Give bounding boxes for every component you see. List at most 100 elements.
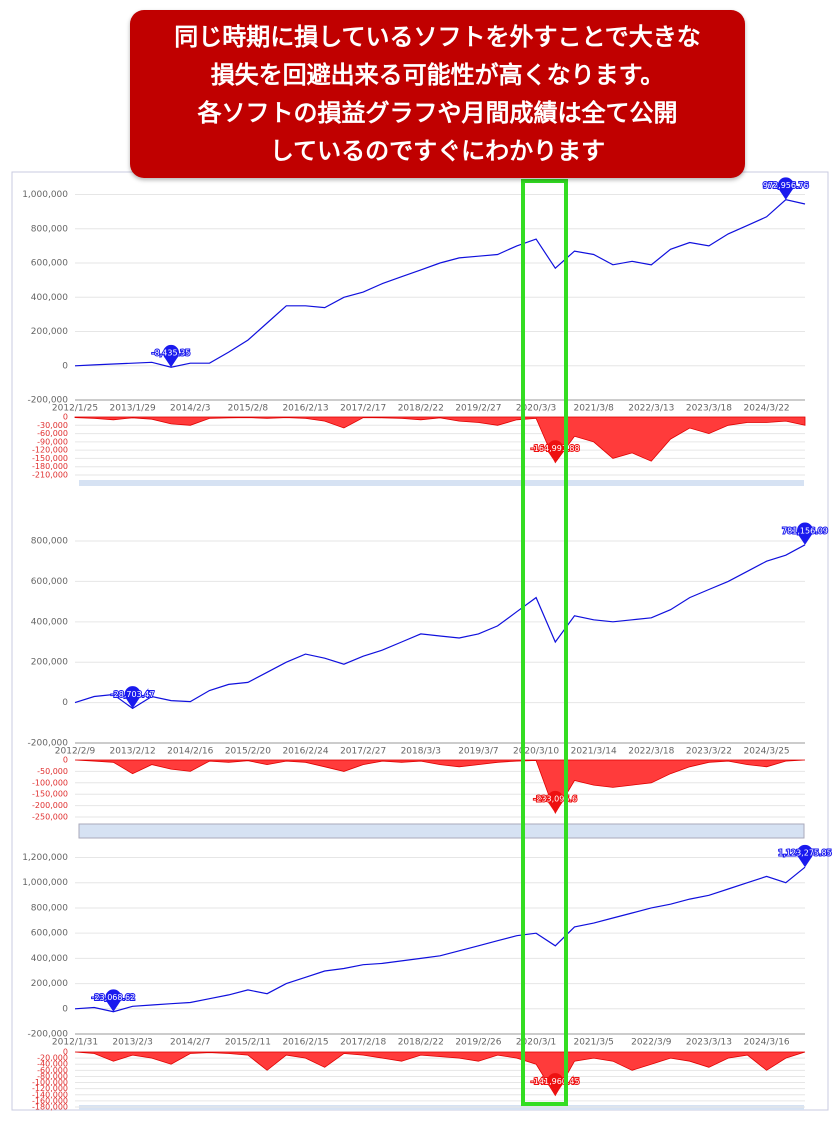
banner-line: 各ソフトの損益グラフや月間成績は全て公開 — [197, 99, 678, 127]
y-tick-label: -100,000 — [32, 778, 68, 787]
equity-line — [74, 199, 806, 368]
marker-pin — [547, 1073, 564, 1096]
x-tick-label: 2015/2/11 — [225, 1038, 271, 1048]
x-tick-label: 2020/3/1 — [516, 1038, 556, 1048]
plots: -200,000 0 200,000 400,000 600,000 800,000 1,0… — [22, 177, 833, 1112]
x-tick-label: 2024/3/16 — [744, 1038, 790, 1048]
banner-line: 損失を回避出来る可能性が高くなります。 — [210, 61, 665, 89]
marker-label: -8,435.35 — [152, 349, 191, 358]
y-tick-label: -50,000 — [37, 767, 68, 776]
marker-label: 1,123,275.85 — [778, 849, 831, 858]
equity-line — [74, 544, 806, 710]
x-tick-label: 2019/2/26 — [455, 1038, 501, 1048]
y-tick-label: -90,000 — [37, 437, 68, 446]
y-tick-label: -210,000 — [32, 471, 68, 480]
y-tick-label: 400,000 — [31, 293, 68, 303]
marker-pin — [124, 686, 141, 709]
y-tick-label: -140,000 — [32, 1090, 68, 1099]
x-tick-label: 2017/2/17 — [340, 404, 386, 414]
y-tick-label: 0 — [62, 1004, 68, 1014]
marker-pin — [547, 790, 564, 814]
y-tick-label: -120,000 — [32, 1084, 68, 1093]
x-tick-label: 2022/3/9 — [631, 1038, 672, 1048]
y-tick-label: -200,000 — [32, 801, 68, 810]
marker-label: -141,960.45 — [531, 1077, 580, 1086]
marker-pin — [105, 989, 122, 1012]
drawdown-area — [74, 1051, 806, 1097]
x-tick-label: 2013/1/29 — [110, 404, 156, 414]
x-tick-label: 2018/2/22 — [398, 404, 444, 414]
y-tick-label: -200,000 — [28, 396, 69, 406]
banner: 同じ時期に損しているソフトを外すことで大きな 損失を回避出来る可能性が高くなりま… — [130, 10, 745, 178]
y-tick-label: -20,000 — [37, 1054, 68, 1063]
scrollbar — [79, 480, 804, 486]
y-tick-label: 1,200,000 — [22, 853, 68, 863]
x-tick-label: 2012/2/9 — [55, 747, 96, 757]
y-tick-label: 400,000 — [31, 617, 68, 627]
y-tick-label: -40,000 — [37, 1060, 68, 1069]
x-tick-label: 2018/2/22 — [398, 1038, 444, 1048]
x-tick-label: 2015/2/20 — [225, 747, 271, 757]
x-tick-label: 2014/2/16 — [167, 747, 213, 757]
y-tick-label: 1,000,000 — [22, 190, 68, 200]
drawdown-area — [74, 759, 806, 815]
y-tick-label: -180,000 — [32, 1103, 68, 1112]
marker-label: -233,095.6 — [533, 795, 577, 804]
marker-pin — [547, 440, 564, 463]
x-tick-label: 2012/1/25 — [52, 404, 98, 414]
y-tick-label: 800,000 — [31, 903, 68, 913]
x-tick-label: 2019/3/7 — [458, 747, 498, 757]
y-tick-label: 400,000 — [31, 954, 68, 964]
x-tick-label: 2020/3/10 — [513, 747, 559, 757]
x-tick-label: 2016/2/13 — [282, 404, 328, 414]
x-tick-label: 2021/3/14 — [571, 747, 617, 757]
marker-pin — [796, 844, 813, 868]
marker-label: -28,703.47 — [111, 690, 155, 699]
y-tick-label: 0 — [63, 756, 68, 765]
x-tick-label: 2022/3/18 — [628, 747, 674, 757]
x-tick-label: 2024/3/22 — [744, 404, 790, 414]
y-tick-label: 200,000 — [31, 658, 68, 668]
marker-pin — [163, 344, 180, 368]
x-tick-label: 2019/2/27 — [455, 404, 501, 414]
banner-line: 同じ時期に損しているソフトを外すことで大きな — [174, 23, 701, 51]
highlight-box — [521, 179, 568, 1106]
y-tick-label: 200,000 — [31, 979, 68, 989]
marker-label: 781,156.09 — [782, 526, 828, 535]
y-tick-label: -160,000 — [32, 1096, 68, 1105]
y-tick-label: 600,000 — [31, 577, 68, 587]
x-tick-label: 2021/3/8 — [573, 404, 614, 414]
y-tick-label: -150,000 — [32, 454, 68, 463]
marker-label: -164,991.88 — [531, 444, 580, 453]
x-tick-label: 2017/2/18 — [340, 1038, 386, 1048]
equity-line — [74, 866, 806, 1013]
y-tick-label: 600,000 — [31, 259, 68, 269]
y-tick-label: -30,000 — [37, 421, 68, 430]
banner-line: しているのですぐにわかります — [269, 137, 606, 165]
x-tick-label: 2022/3/13 — [628, 404, 674, 414]
y-tick-label: -200,000 — [28, 1030, 69, 1040]
y-tick-label: -150,000 — [32, 790, 68, 799]
y-tick-label: -60,000 — [37, 1066, 68, 1075]
y-tick-label: 0 — [63, 1048, 68, 1057]
marker-pin — [777, 177, 794, 200]
y-tick-label: -80,000 — [37, 1072, 68, 1081]
x-tick-label: 2016/2/24 — [282, 747, 328, 757]
scrollbar — [78, 823, 805, 839]
x-tick-label: 2013/2/12 — [110, 747, 156, 757]
y-tick-label: -200,000 — [28, 739, 69, 749]
y-tick-label: -100,000 — [32, 1078, 68, 1087]
x-tick-label: 2023/3/18 — [686, 404, 732, 414]
drawdown-area — [74, 416, 806, 464]
x-tick-label: 2012/1/31 — [52, 1038, 98, 1048]
y-tick-label: 800,000 — [31, 224, 68, 234]
x-tick-label: 2021/3/5 — [573, 1038, 613, 1048]
y-tick-label: 0 — [63, 413, 68, 422]
x-tick-label: 2016/2/15 — [282, 1038, 328, 1048]
marker-label: 972,956.76 — [763, 181, 809, 190]
y-tick-label: 200,000 — [31, 327, 68, 337]
y-tick-label: 0 — [62, 361, 68, 371]
x-tick-label: 2014/2/7 — [170, 1038, 210, 1048]
